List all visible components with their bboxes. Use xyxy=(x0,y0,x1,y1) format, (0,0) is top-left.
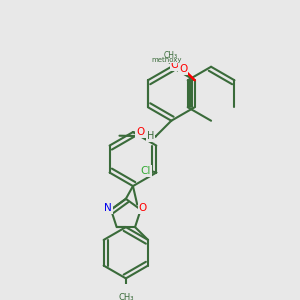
Text: O: O xyxy=(136,127,145,136)
Text: O: O xyxy=(171,60,179,70)
Text: methoxy: methoxy xyxy=(151,56,182,62)
Text: CH₃: CH₃ xyxy=(118,292,134,300)
Text: Cl: Cl xyxy=(141,166,151,176)
Text: O: O xyxy=(179,64,188,74)
Text: O: O xyxy=(139,203,147,213)
Text: H: H xyxy=(147,130,154,141)
Text: O: O xyxy=(136,127,144,137)
Text: CH₃: CH₃ xyxy=(164,51,178,60)
Text: N: N xyxy=(138,126,146,136)
Text: N: N xyxy=(104,203,112,213)
